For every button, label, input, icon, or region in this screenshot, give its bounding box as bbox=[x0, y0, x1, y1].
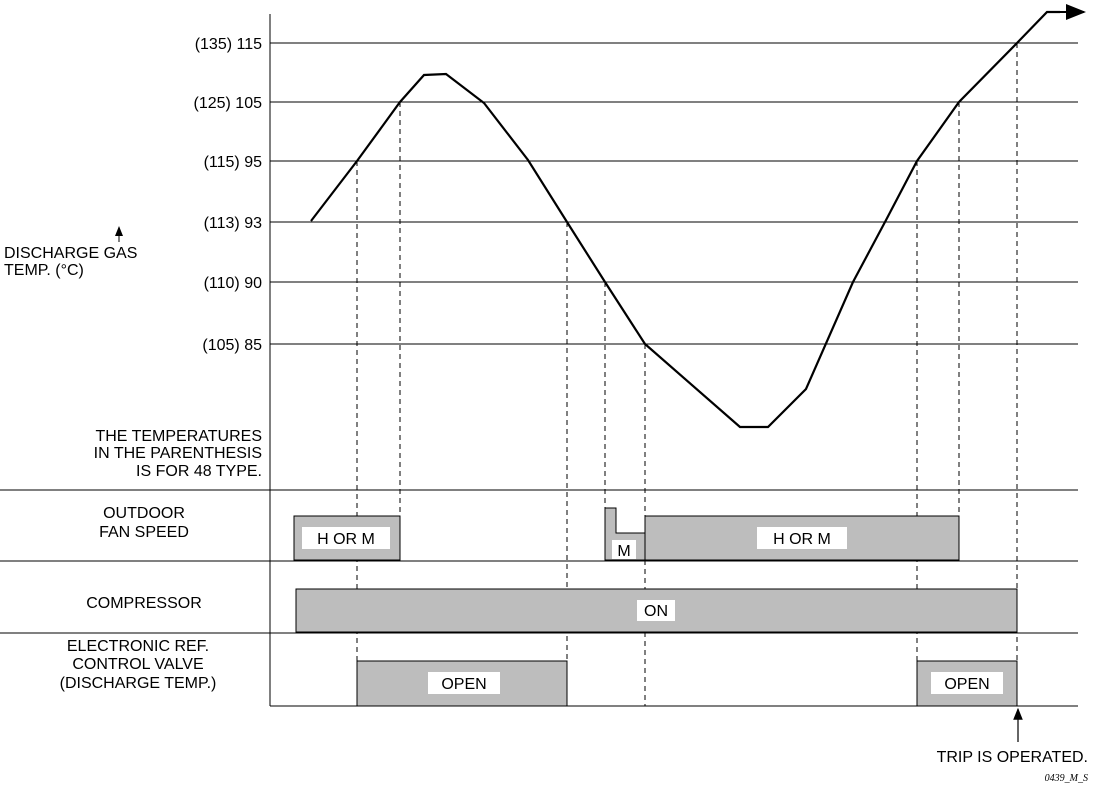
compressor-bar-label: ON bbox=[644, 603, 668, 620]
fan-bar-label: H OR M bbox=[773, 531, 831, 548]
compressor-bar-label-bg bbox=[637, 600, 675, 621]
fan-bar-label-bg bbox=[612, 540, 636, 559]
valve-row-label-line2: CONTROL VALVE bbox=[72, 656, 203, 673]
note-line3: IS FOR 48 TYPE. bbox=[136, 463, 262, 480]
compressor-row-label: COMPRESSOR bbox=[86, 595, 202, 612]
y-tick-label: (110) 90 bbox=[204, 275, 263, 292]
note-line2: IN THE PARENTHESIS bbox=[94, 445, 262, 462]
valve-bar-label-bg bbox=[428, 672, 500, 694]
y-axis-title-line1: DISCHARGE GAS bbox=[4, 245, 137, 262]
fan-row-label-line2: FAN SPEED bbox=[99, 524, 189, 541]
valve-row-label-line3: (DISCHARGE TEMP.) bbox=[60, 675, 217, 692]
valve-bar-label: OPEN bbox=[441, 676, 486, 693]
valve-bar-label-bg bbox=[931, 672, 1003, 694]
y-tick-label: (125) 105 bbox=[194, 95, 263, 112]
y-tick-label: (115) 95 bbox=[204, 154, 263, 171]
fan-bar-label-bg bbox=[757, 527, 847, 549]
figure-code: 0439_M_S bbox=[1045, 773, 1088, 784]
fan-row-label-line1: OUTDOOR bbox=[103, 505, 185, 522]
discharge-temp-curve bbox=[310, 10, 1060, 429]
fan-bar-label-bg bbox=[302, 527, 390, 549]
valve-bar-label: OPEN bbox=[944, 676, 989, 693]
fan-bar-label: H OR M bbox=[317, 531, 375, 548]
y-tick-label: (105) 85 bbox=[202, 337, 262, 354]
note-line1: THE TEMPERATURES bbox=[95, 428, 262, 445]
y-axis-title-line2: TEMP. (°C) bbox=[4, 262, 84, 279]
valve-row-label-line1: ELECTRONIC REF. bbox=[67, 638, 209, 655]
trip-label: TRIP IS OPERATED. bbox=[937, 749, 1088, 766]
fan-bar-label: M bbox=[617, 543, 630, 560]
y-tick-label: (135) 115 bbox=[195, 36, 262, 53]
y-tick-label: (113) 93 bbox=[204, 215, 263, 232]
